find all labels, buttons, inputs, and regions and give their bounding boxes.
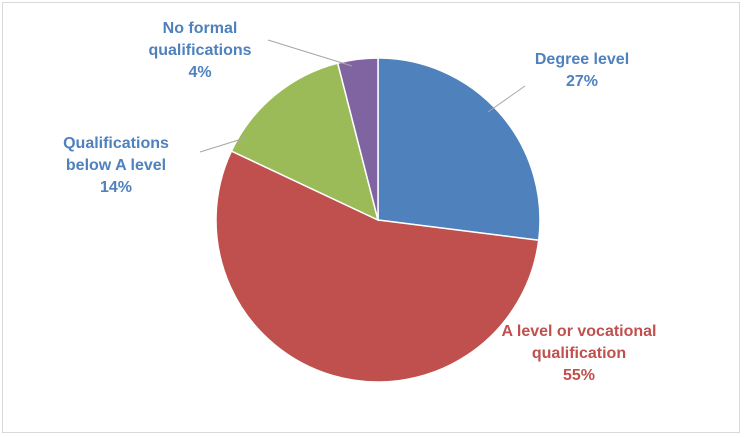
leader-line — [267, 39, 353, 67]
pie-slice — [336, 57, 379, 221]
data-label: Degree level 27% — [535, 51, 629, 90]
data-label: Qualifications below A level 14% — [63, 135, 169, 196]
data-label: A level or vocational qualification 55% — [501, 323, 656, 384]
pie-slice — [215, 150, 540, 383]
leader-line — [487, 85, 526, 113]
data-label: No formal qualifications 4% — [148, 20, 251, 81]
pie-slice — [377, 57, 541, 242]
pie-slice — [230, 62, 380, 222]
leader-line — [199, 137, 246, 153]
